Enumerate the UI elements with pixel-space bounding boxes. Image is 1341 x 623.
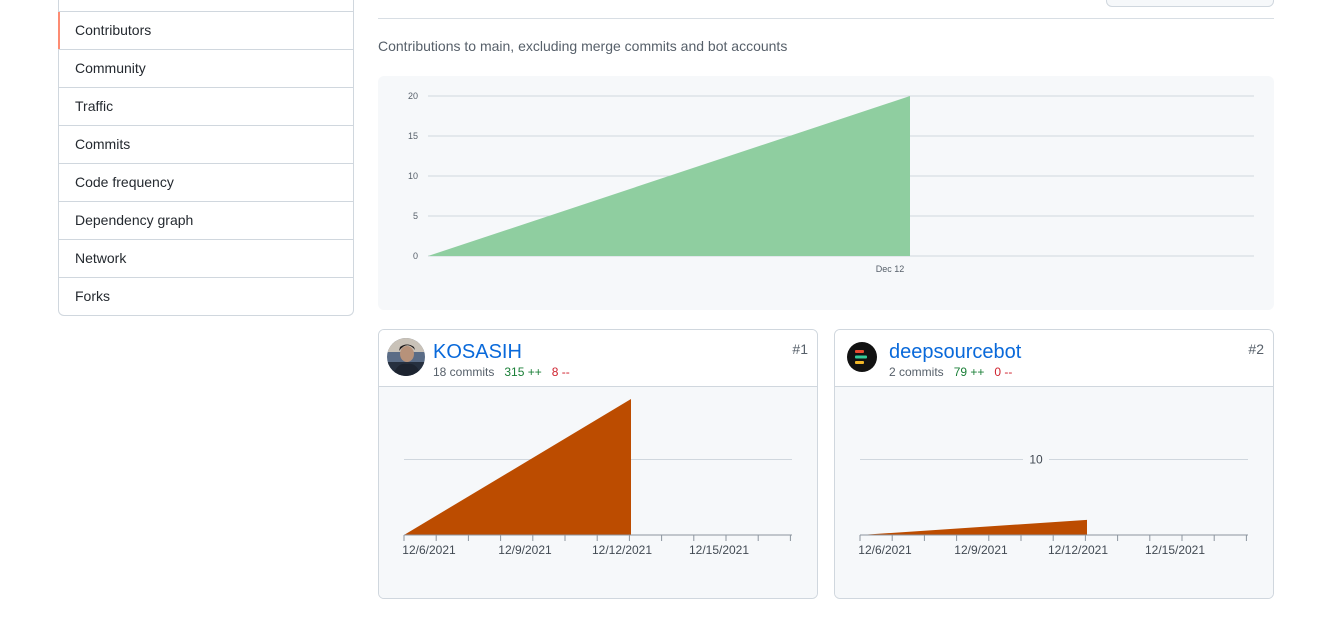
- x-tick-label: Dec 12: [876, 264, 905, 274]
- deletions-count: 0 --: [994, 365, 1013, 379]
- additions-count: 79 ++: [953, 365, 985, 379]
- x-tick-label: 12/12/2021: [592, 543, 652, 557]
- x-tick-label: 12/6/2021: [402, 543, 456, 557]
- additions-count: 315 ++: [504, 365, 542, 379]
- contributor-card-header: KOSASIH 18 commits 315 ++ 8 -- #1: [379, 330, 817, 387]
- contributions-area: [428, 96, 910, 256]
- contributor-name-link[interactable]: KOSASIH: [433, 341, 522, 363]
- sidebar-item-traffic[interactable]: Traffic: [59, 88, 353, 126]
- contributions-chart-svg: 0 5 10 15 20 Dec 12: [408, 91, 1254, 274]
- contributor-card: KOSASIH 18 commits 315 ++ 8 -- #1 12/6/202…: [378, 329, 818, 599]
- y-tick-label: 5: [413, 211, 418, 221]
- x-tick-label: 12/15/2021: [1145, 543, 1205, 557]
- header-divider: [378, 18, 1274, 19]
- sidebar-item-dependency-graph[interactable]: Dependency graph: [59, 202, 353, 240]
- contributor-rank: #1: [792, 341, 808, 357]
- sidebar-item-contributors[interactable]: Contributors: [58, 12, 353, 50]
- sidebar-item-forks[interactable]: Forks: [75, 288, 110, 304]
- x-tick-label: 12/15/2021: [689, 543, 749, 557]
- commit-count-link[interactable]: 18 commits: [433, 365, 495, 379]
- y-tick-label: 0: [413, 251, 418, 261]
- contributor-chart: 12/6/2021 12/9/2021 12/12/2021 12/15/2021 10: [835, 387, 1273, 598]
- user-photo-icon[interactable]: [387, 338, 425, 376]
- y-tick-label: 20: [408, 91, 418, 101]
- deletions-count: 8 --: [551, 365, 570, 379]
- contributor-card: deepsourcebot 2 commits 79 ++ 0 -- #2 12/6…: [834, 329, 1274, 599]
- sidebar-top-item: [59, 0, 353, 12]
- contributor-chart-svg: 12/6/2021 12/9/2021 12/12/2021 12/15/2021: [402, 399, 792, 557]
- commits-area: [404, 399, 631, 535]
- commit-count-link[interactable]: 2 commits: [889, 365, 944, 379]
- contributor-stats: 18 commits 315 ++ 8 --: [433, 365, 570, 379]
- sidebar-item-community[interactable]: Community: [59, 50, 353, 88]
- y-tick-label-bg: [1023, 451, 1049, 468]
- contributor-name-link[interactable]: deepsourcebot: [889, 341, 1022, 363]
- y-tick-label: 10: [1029, 452, 1043, 466]
- period-select-button[interactable]: [1106, 0, 1274, 7]
- sidebar-item-code-frequency[interactable]: Code frequency: [59, 164, 353, 202]
- contributor-card-header: deepsourcebot 2 commits 79 ++ 0 -- #2: [835, 330, 1273, 387]
- contributor-chart-svg: 12/6/2021 12/9/2021 12/12/2021 12/15/2021 10: [858, 451, 1248, 557]
- x-tick-label: 12/9/2021: [954, 543, 1008, 557]
- y-tick-label: 10: [408, 171, 418, 181]
- x-tick-label: 12/6/2021: [858, 543, 912, 557]
- deepsource-logo-icon[interactable]: [843, 338, 881, 376]
- contributor-rank: #2: [1248, 341, 1264, 357]
- y-tick-label: 15: [408, 131, 418, 141]
- contributions-subtitle: Contributions to main, excluding merge c…: [378, 38, 788, 54]
- x-tick-label: 12/12/2021: [1048, 543, 1108, 557]
- contributor-chart: 12/6/2021 12/9/2021 12/12/2021 12/15/2021: [379, 387, 817, 598]
- x-tick-label: 12/9/2021: [498, 543, 552, 557]
- sidebar-item-commits[interactable]: Commits: [59, 126, 353, 164]
- commits-area: [860, 519, 1087, 535]
- insights-sidebar: Contributors Community Traffic Commits C…: [58, 0, 354, 316]
- contributor-stats: 2 commits 79 ++ 0 --: [889, 365, 1012, 379]
- sidebar-item-network[interactable]: Network: [59, 240, 353, 278]
- contributions-chart: 0 5 10 15 20 Dec 12: [378, 76, 1274, 310]
